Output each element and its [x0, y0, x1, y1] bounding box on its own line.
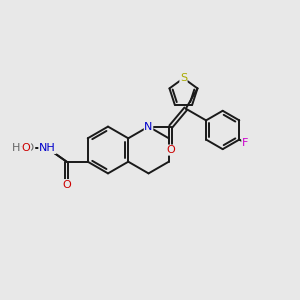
Text: HO: HO: [18, 143, 35, 153]
Text: S: S: [180, 73, 187, 83]
Text: O: O: [62, 180, 71, 190]
Text: N: N: [144, 122, 153, 132]
Text: H: H: [12, 143, 20, 153]
Text: O: O: [167, 145, 175, 155]
Text: O: O: [22, 143, 31, 153]
Text: F: F: [242, 138, 248, 148]
Text: NH: NH: [39, 143, 56, 153]
Text: NH: NH: [39, 143, 56, 153]
